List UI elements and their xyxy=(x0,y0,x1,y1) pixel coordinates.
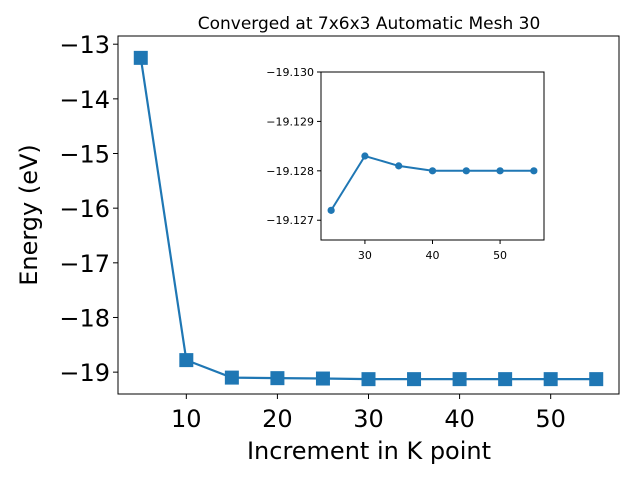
main-data-point xyxy=(407,372,422,387)
main-x-ticks: 10 20 30 40 50 xyxy=(171,394,566,433)
main-data-point xyxy=(315,371,330,386)
main-y-tick-label: −14 xyxy=(59,86,110,114)
main-data-point xyxy=(224,370,239,385)
main-x-tick-label: 50 xyxy=(535,405,566,433)
inset-data-point xyxy=(428,167,437,175)
inset-plot-frame xyxy=(320,71,545,241)
inset-data-point xyxy=(530,167,538,175)
inset-x-tick-label: 50 xyxy=(493,249,507,262)
main-x-tick-label: 10 xyxy=(171,405,202,433)
inset-background xyxy=(321,72,544,240)
inset-y-ticks: −19.127 −19.128 −19.129 −19.130 xyxy=(266,66,321,227)
inset-y-tick-label: −19.128 xyxy=(266,165,314,178)
main-y-ticks: −19 −18 −17 −16 −15 −14 −13 xyxy=(59,31,118,387)
inset-y-tick-label: −19.129 xyxy=(266,115,314,128)
main-x-tick-label: 20 xyxy=(262,405,293,433)
inset-data-point xyxy=(327,206,335,214)
inset-x-ticks: 30 40 50 xyxy=(358,240,507,262)
main-y-tick-label: −19 xyxy=(59,359,110,387)
main-x-tick-label: 30 xyxy=(353,405,384,433)
main-series-markers xyxy=(133,50,604,387)
main-data-point xyxy=(452,372,467,387)
inset-data-point xyxy=(496,167,504,175)
x-axis-label: Increment in K point xyxy=(247,437,491,465)
main-data-point xyxy=(498,372,513,387)
main-data-point xyxy=(361,372,376,387)
main-x-tick-label: 40 xyxy=(444,405,475,433)
main-axes: 10 20 30 40 50 −19 −18 −17 −16 −15 −14 −13 xyxy=(59,31,620,433)
main-y-tick-label: −18 xyxy=(59,304,110,332)
inset-y-tick-label: −19.127 xyxy=(266,214,314,227)
main-y-tick-label: −17 xyxy=(59,250,110,278)
main-data-point xyxy=(589,372,604,387)
inset-y-tick-label: −19.130 xyxy=(266,66,314,79)
inset-x-tick-label: 30 xyxy=(358,249,372,262)
inset-data-point xyxy=(361,152,369,160)
main-y-tick-label: −13 xyxy=(59,31,110,59)
main-data-point xyxy=(543,372,558,387)
chart-title: Converged at 7x6x3 Automatic Mesh 30 xyxy=(198,14,541,34)
inset-data-point xyxy=(395,162,403,170)
inset-data-point xyxy=(462,167,470,175)
main-data-point xyxy=(179,353,194,368)
main-data-point xyxy=(270,371,285,386)
y-axis-label: Energy (eV) xyxy=(15,144,43,286)
inset-series-markers xyxy=(327,152,538,214)
inset-x-tick-label: 40 xyxy=(426,249,440,262)
main-y-tick-label: −16 xyxy=(59,195,110,223)
inset-axes: 30 40 50 −19.127 −19.128 −19.129 −19.130 xyxy=(266,66,545,262)
main-data-point xyxy=(133,50,148,65)
main-y-tick-label: −15 xyxy=(59,141,110,169)
